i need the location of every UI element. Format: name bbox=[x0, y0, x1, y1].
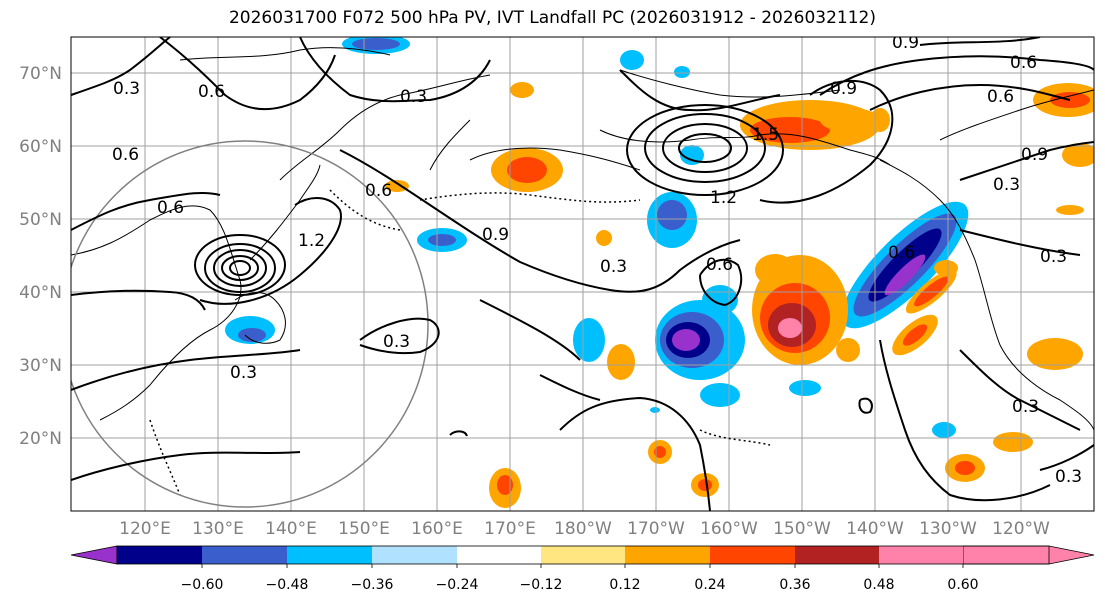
colorbar-tick-label: 0.12 bbox=[609, 577, 640, 593]
colorbar: −0.60 −0.48 −0.36 −0.24 −0.12 0.12 0.24 … bbox=[70, 545, 1095, 593]
lon-label: 160°E bbox=[411, 519, 463, 539]
contour-label: 0.3 bbox=[600, 257, 627, 277]
contour-label: 1.2 bbox=[298, 231, 325, 251]
contour-labels: 0.3 0.6 0.6 0.9 0.6 0.3 0.6 0.9 0.3 1.2 … bbox=[112, 33, 1082, 487]
lat-label: 50°N bbox=[19, 210, 62, 230]
colorbar-segment bbox=[795, 546, 879, 564]
longitude-labels: 120°E 130°E 140°E 150°E 160°E 170°E 180°… bbox=[119, 519, 1050, 539]
lon-label: 170°W bbox=[627, 519, 685, 539]
lon-label: 170°E bbox=[484, 519, 536, 539]
lat-label: 60°N bbox=[19, 137, 62, 157]
colorbar-segment bbox=[879, 546, 963, 564]
contour-label: 0.3 bbox=[113, 79, 140, 99]
lat-label: 40°N bbox=[19, 283, 62, 303]
colorbar-extend-high bbox=[962, 545, 1095, 565]
lon-label: 130°W bbox=[919, 519, 977, 539]
graticule bbox=[71, 37, 1094, 511]
contour-label: 0.3 bbox=[230, 363, 257, 383]
map-title: 2026031700 F072 500 hPa PV, IVT Landfall… bbox=[228, 8, 876, 28]
contour-label: 0.6 bbox=[157, 198, 184, 218]
contour-label: 0.9 bbox=[1021, 145, 1048, 165]
colorbar-tick-label: 0.60 bbox=[947, 577, 978, 593]
contour-label: 0.6 bbox=[706, 255, 733, 275]
lon-label: 160°W bbox=[700, 519, 758, 539]
colorbar-tick-label: −0.24 bbox=[436, 577, 479, 593]
contour-label: 0.6 bbox=[1010, 53, 1037, 73]
contour-label: 0.6 bbox=[112, 145, 139, 165]
lon-label: 120°E bbox=[119, 519, 171, 539]
contour-label: 1.2 bbox=[710, 188, 737, 208]
contour-label: 0.9 bbox=[830, 79, 857, 99]
colorbar-tick-label: −0.60 bbox=[181, 577, 224, 593]
contour-label: 0.6 bbox=[365, 181, 392, 201]
contour-label: 0.6 bbox=[198, 82, 225, 102]
latitude-labels: 70°N 60°N 50°N 40°N 30°N 20°N bbox=[19, 64, 62, 449]
contour-label: 0.9 bbox=[482, 225, 509, 245]
contour-label: 0.9 bbox=[892, 33, 919, 53]
island-chains bbox=[149, 189, 771, 496]
contour-label: 0.6 bbox=[888, 243, 915, 263]
colorbar-tick-label: −0.48 bbox=[266, 577, 309, 593]
lat-label: 30°N bbox=[19, 356, 62, 376]
contour-label: 0.3 bbox=[1012, 397, 1039, 417]
contour-label: 0.3 bbox=[993, 175, 1020, 195]
colorbar-segment bbox=[625, 546, 710, 564]
lon-label: 140°E bbox=[265, 519, 317, 539]
lon-label: 120°W bbox=[992, 519, 1050, 539]
map-frame bbox=[70, 36, 1095, 512]
colorbar-tick-label: 0.36 bbox=[779, 577, 810, 593]
contour-label: 0.3 bbox=[1040, 247, 1067, 267]
colorbar-segment bbox=[541, 546, 625, 564]
contour-label: 0.6 bbox=[987, 87, 1014, 107]
region-circle bbox=[71, 140, 429, 508]
colorbar-segment bbox=[710, 546, 795, 564]
colorbar-tick-label: 0.48 bbox=[863, 577, 894, 593]
shaded-anomalies bbox=[225, 37, 1094, 508]
colorbar-segment bbox=[372, 546, 457, 564]
lat-label: 20°N bbox=[19, 429, 62, 449]
lon-label: 180°W bbox=[554, 519, 612, 539]
pv-contours bbox=[71, 37, 1094, 511]
colorbar-segment bbox=[287, 546, 372, 564]
colorbar-tick-label: −0.12 bbox=[520, 577, 563, 593]
colorbar-segment bbox=[457, 546, 541, 564]
colorbar-segment bbox=[117, 546, 202, 564]
contour-label: 0.3 bbox=[383, 332, 410, 352]
contour-label: 0.3 bbox=[400, 87, 427, 107]
lon-label: 150°E bbox=[338, 519, 390, 539]
lon-label: 130°E bbox=[192, 519, 244, 539]
lon-label: 150°W bbox=[773, 519, 831, 539]
colorbar-segment bbox=[202, 546, 287, 564]
colorbar-tick-label: 0.24 bbox=[694, 577, 725, 593]
colorbar-extend-low bbox=[70, 545, 118, 565]
contour-label: 0.3 bbox=[1055, 467, 1082, 487]
lon-label: 140°W bbox=[846, 519, 904, 539]
contour-label: 1.5 bbox=[752, 125, 779, 145]
lat-label: 70°N bbox=[19, 64, 62, 84]
colorbar-tick-label: −0.36 bbox=[351, 577, 394, 593]
